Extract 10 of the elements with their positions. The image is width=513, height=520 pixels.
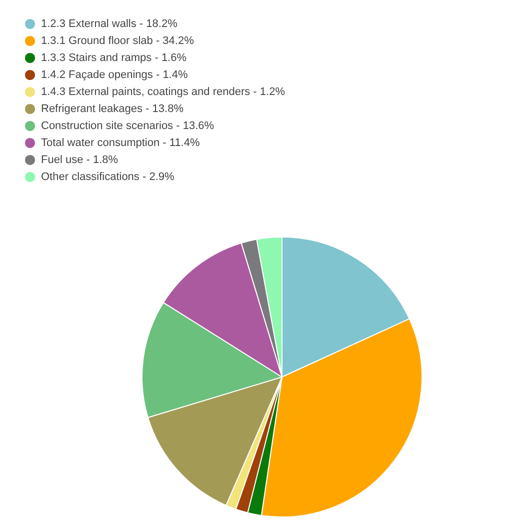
legend-label: Total water consumption - 11.4% [41,137,200,149]
legend-label: 1.3.3 Stairs and ramps - 1.6% [41,52,187,64]
legend-label: Fuel use - 1.8% [41,154,118,166]
legend-label: Refrigerant leakages - 13.8% [41,103,184,115]
legend-label: Construction site scenarios - 13.6% [41,120,214,132]
legend-label: 1.4.2 Façade openings - 1.4% [41,69,188,81]
legend-label: 1.3.1 Ground floor slab - 34.2% [41,35,194,47]
legend-label: 1.4.3 External paints, coatings and renders - 1.2% [41,86,286,98]
legend-label: 1.2.3 External walls - 18.2% [41,18,178,30]
legend-label: Other classifications - 2.9% [41,171,174,183]
